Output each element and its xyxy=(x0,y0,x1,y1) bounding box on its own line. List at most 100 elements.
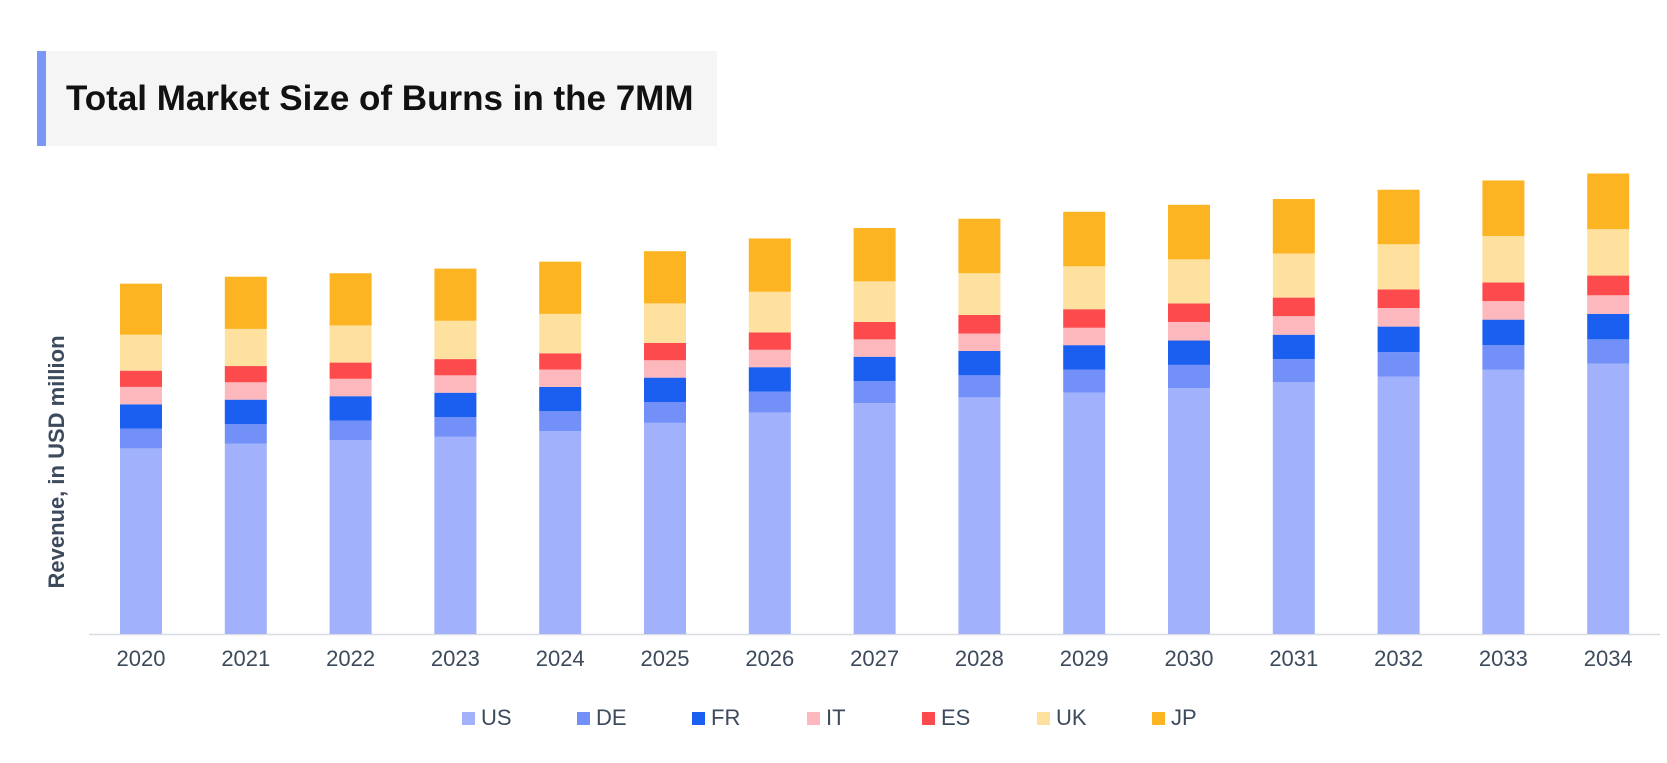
bar-it-2030 xyxy=(1168,321,1210,341)
chart-title: Total Market Size of Burns in the 7MM xyxy=(66,78,694,118)
legend-item-es: ES xyxy=(922,705,970,731)
legend-swatch xyxy=(1152,711,1165,725)
legend-swatch xyxy=(922,711,935,725)
bar-es-2028 xyxy=(958,315,1001,334)
bar-uk-2024 xyxy=(539,313,582,354)
bar-es-2020 xyxy=(120,370,162,387)
bar-jp-2024 xyxy=(539,261,582,314)
bar-de-2034 xyxy=(1587,339,1630,364)
legend-label: UK xyxy=(1056,705,1087,730)
x-tick-label: 2028 xyxy=(955,646,1004,671)
bar-de-2028 xyxy=(958,375,1001,398)
bar-fr-2031 xyxy=(1272,334,1315,360)
bar-es-2024 xyxy=(539,353,582,370)
bar-de-2032 xyxy=(1377,352,1420,377)
bar-es-2023 xyxy=(434,359,477,376)
bar-uk-2033 xyxy=(1482,236,1525,283)
x-tick-label: 2033 xyxy=(1479,646,1528,671)
bar-jp-2029 xyxy=(1063,211,1106,267)
x-tick-label: 2021 xyxy=(221,646,270,671)
bar-fr-2028 xyxy=(958,350,1001,376)
bar-jp-2028 xyxy=(958,218,1001,274)
legend-item-fr: FR xyxy=(692,705,740,731)
x-tick-label: 2029 xyxy=(1060,646,1109,671)
bar-us-2033 xyxy=(1482,369,1525,634)
bar-jp-2031 xyxy=(1272,199,1315,254)
bar-jp-2032 xyxy=(1377,189,1420,245)
x-tick-label: 2034 xyxy=(1584,646,1633,671)
legend-swatch xyxy=(807,711,820,725)
bar-it-2031 xyxy=(1272,316,1315,335)
bar-it-2021 xyxy=(224,382,267,400)
bar-it-2029 xyxy=(1063,327,1106,346)
legend-swatch xyxy=(1037,711,1050,725)
legend-item-it: IT xyxy=(807,705,846,731)
x-tick-label: 2030 xyxy=(1165,646,1214,671)
bar-es-2021 xyxy=(224,366,267,383)
legend-swatch xyxy=(692,711,705,725)
legend-item-jp: JP xyxy=(1152,705,1197,731)
bar-fr-2021 xyxy=(224,399,267,425)
bar-fr-2022 xyxy=(329,396,372,421)
bar-us-2021 xyxy=(224,443,267,634)
chart-plot: 2020 2021 2022 2023 2024 2025 2026 2027 2028 2029… xyxy=(89,173,1660,671)
bar-fr-2023 xyxy=(434,392,477,418)
bar-es-2032 xyxy=(1377,289,1420,309)
bar-es-2029 xyxy=(1063,309,1106,328)
bar-jp-2027 xyxy=(853,228,896,282)
bar-it-2027 xyxy=(853,339,896,357)
legend-label: US xyxy=(481,705,512,730)
x-tick-label: 2026 xyxy=(745,646,794,671)
bar-us-2034 xyxy=(1587,363,1630,634)
bar-jp-2020 xyxy=(120,283,162,335)
bar-es-2026 xyxy=(748,332,791,350)
bar-uk-2021 xyxy=(224,328,267,367)
legend-swatch xyxy=(462,711,475,725)
bar-it-2023 xyxy=(434,375,477,393)
bar-jp-2023 xyxy=(434,268,477,321)
bar-fr-2026 xyxy=(748,367,791,392)
bar-uk-2029 xyxy=(1063,266,1106,310)
bar-it-2033 xyxy=(1482,301,1525,320)
bar-es-2031 xyxy=(1272,297,1315,317)
legend-label: IT xyxy=(826,705,846,730)
legend-item-uk: UK xyxy=(1037,705,1087,731)
bar-it-2020 xyxy=(120,386,162,405)
bar-fr-2034 xyxy=(1587,313,1630,340)
bar-us-2020 xyxy=(120,448,162,634)
legend-item-de: DE xyxy=(577,705,627,731)
bar-de-2027 xyxy=(853,381,896,404)
bar-us-2030 xyxy=(1168,388,1210,634)
x-tick-label: 2027 xyxy=(850,646,899,671)
bar-de-2023 xyxy=(434,417,477,437)
legend-label: ES xyxy=(941,705,971,730)
bar-uk-2023 xyxy=(434,320,477,360)
bar-jp-2030 xyxy=(1168,204,1210,260)
bar-es-2025 xyxy=(644,342,686,361)
bar-es-2033 xyxy=(1482,282,1525,302)
bar-it-2022 xyxy=(329,378,372,397)
bar-es-2030 xyxy=(1168,303,1210,322)
bar-de-2024 xyxy=(539,411,582,431)
bar-de-2026 xyxy=(748,391,791,413)
bar-us-2026 xyxy=(748,412,791,634)
bar-us-2027 xyxy=(853,403,896,634)
bar-it-2032 xyxy=(1377,308,1420,327)
bar-fr-2025 xyxy=(644,377,686,402)
bar-us-2022 xyxy=(329,440,372,634)
bar-it-2034 xyxy=(1587,295,1630,314)
bar-de-2031 xyxy=(1272,359,1315,383)
legend-label: FR xyxy=(711,705,741,730)
bar-de-2030 xyxy=(1168,364,1210,389)
bar-uk-2034 xyxy=(1587,229,1630,276)
bar-uk-2030 xyxy=(1168,259,1210,304)
bar-us-2023 xyxy=(434,436,477,634)
bar-de-2020 xyxy=(120,428,162,449)
bar-uk-2032 xyxy=(1377,244,1420,290)
bar-uk-2026 xyxy=(748,291,791,333)
bar-us-2025 xyxy=(644,422,686,634)
x-tick-label: 2020 xyxy=(117,646,166,671)
x-tick-label: 2031 xyxy=(1269,646,1318,671)
bar-us-2029 xyxy=(1063,392,1106,634)
bar-jp-2033 xyxy=(1482,180,1525,237)
